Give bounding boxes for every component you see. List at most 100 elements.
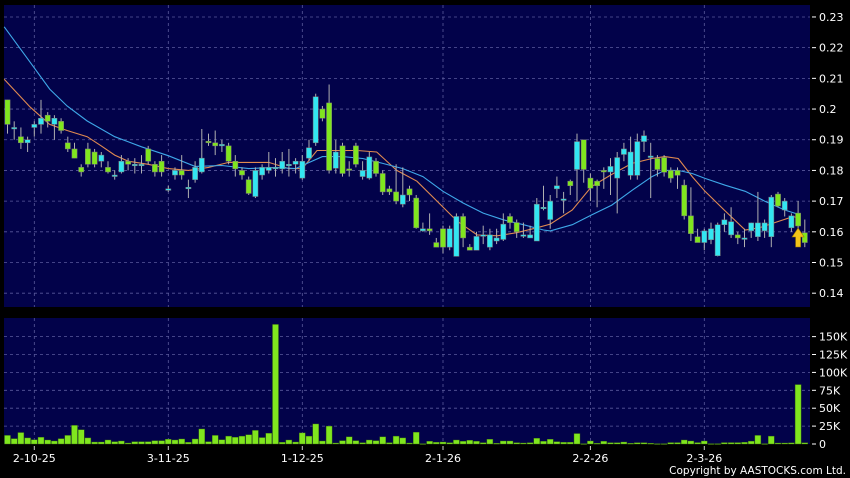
candle-body — [131, 164, 138, 167]
volume-bar — [339, 440, 346, 445]
price-tick-label: 0.16 — [819, 226, 844, 239]
volume-bar — [674, 442, 681, 445]
candle-body — [667, 170, 674, 179]
candle-body — [198, 157, 205, 173]
volume-bar — [761, 443, 768, 445]
volume-bar — [372, 440, 380, 445]
volume-bar — [640, 442, 648, 445]
candle-body — [98, 154, 105, 162]
volume-bar — [211, 435, 219, 445]
date-tick-label: 1-12-25 — [281, 452, 324, 465]
volume-bar — [614, 442, 621, 445]
candle-body — [299, 160, 306, 179]
candle-body — [239, 170, 245, 176]
volume-tick-label: 25K — [819, 420, 841, 433]
price-tick-label: 0.17 — [819, 195, 844, 208]
candle-body — [105, 167, 111, 173]
price-tick-label: 0.19 — [819, 134, 844, 147]
candle-body — [225, 145, 232, 162]
volume-bars — [4, 324, 808, 445]
axes: 0.23 0.22 0.21 0.2 0.19 0.18 0.17 0.16 0.15 0.14 1… — [13, 11, 848, 465]
candle-body — [520, 234, 527, 237]
volume-bar — [44, 439, 51, 445]
volume-bar — [191, 438, 199, 445]
candle-body — [386, 188, 393, 193]
grid-lines — [4, 5, 810, 444]
moving-average-line — [3, 26, 801, 232]
volume-bar — [232, 437, 239, 445]
candle-body — [768, 196, 775, 237]
volume-bar — [486, 439, 494, 445]
volume-bar — [292, 441, 299, 445]
volume-bar — [701, 440, 708, 445]
volume-bar — [57, 438, 65, 445]
volume-tick-label: 125K — [819, 349, 848, 362]
volume-bar — [781, 442, 788, 445]
candle-body — [741, 237, 748, 240]
candle-body — [433, 242, 440, 248]
volume-bar — [533, 438, 540, 445]
volume-bar — [124, 442, 132, 445]
candle-body — [64, 142, 71, 150]
volume-bar — [694, 442, 701, 445]
volume-bar — [77, 429, 85, 445]
candle-body — [138, 164, 145, 167]
volume-bar — [165, 439, 172, 445]
volume-bar — [252, 430, 259, 445]
candle-body — [219, 144, 225, 147]
candle-body — [125, 160, 131, 165]
candle-body — [708, 228, 714, 241]
up-arrow-shape — [791, 227, 805, 248]
volume-bar — [459, 441, 467, 445]
candle-body — [192, 167, 198, 180]
volume-bar — [439, 441, 447, 445]
candle-body — [118, 160, 125, 173]
volume-bar — [91, 441, 98, 445]
volume-bar — [687, 440, 695, 445]
candle-body — [319, 108, 326, 119]
volume-bar — [198, 428, 206, 445]
candle-body — [165, 188, 172, 191]
candle-body — [721, 219, 728, 225]
candle-body — [24, 139, 31, 144]
candle-body — [540, 207, 547, 210]
candle-body — [152, 164, 158, 173]
candle-body — [38, 118, 44, 125]
volume-bar — [567, 442, 574, 445]
volume-bar — [540, 441, 547, 445]
volume-tick-label: 75K — [819, 384, 841, 397]
volume-bar — [158, 440, 165, 445]
candles — [4, 84, 808, 257]
candle-body — [185, 187, 192, 190]
volume-bar — [413, 431, 420, 445]
candle-body — [18, 136, 24, 144]
candle-body — [232, 160, 239, 170]
candle-body — [661, 157, 667, 173]
candle-body — [560, 198, 567, 201]
volume-bar — [399, 437, 406, 445]
volume-bar — [560, 442, 567, 445]
volume-bar — [346, 436, 353, 445]
candle-body — [654, 158, 661, 170]
volume-bar — [265, 433, 272, 445]
volume-bar — [573, 433, 581, 445]
candle-body — [547, 200, 554, 220]
candle-body — [688, 215, 694, 234]
volume-tick-label: 0 — [819, 438, 826, 451]
volume-bar — [10, 438, 18, 445]
candle-body — [641, 135, 647, 142]
price-tick-label: 0.14 — [819, 287, 844, 300]
volume-bar — [332, 442, 339, 445]
candle-body — [647, 155, 654, 158]
candle-body — [11, 127, 18, 130]
volume-bar — [774, 442, 782, 445]
volume-bar — [225, 435, 232, 445]
volume-bar — [352, 440, 360, 445]
date-tick-label: 2-10-25 — [13, 452, 56, 465]
volume-bar — [446, 442, 453, 445]
date-tick-label: 2-3-26 — [686, 452, 722, 465]
date-tick-label: 2-2-26 — [572, 452, 608, 465]
candle-body — [460, 216, 466, 239]
candle-body — [513, 222, 520, 233]
volume-bar — [426, 441, 433, 445]
